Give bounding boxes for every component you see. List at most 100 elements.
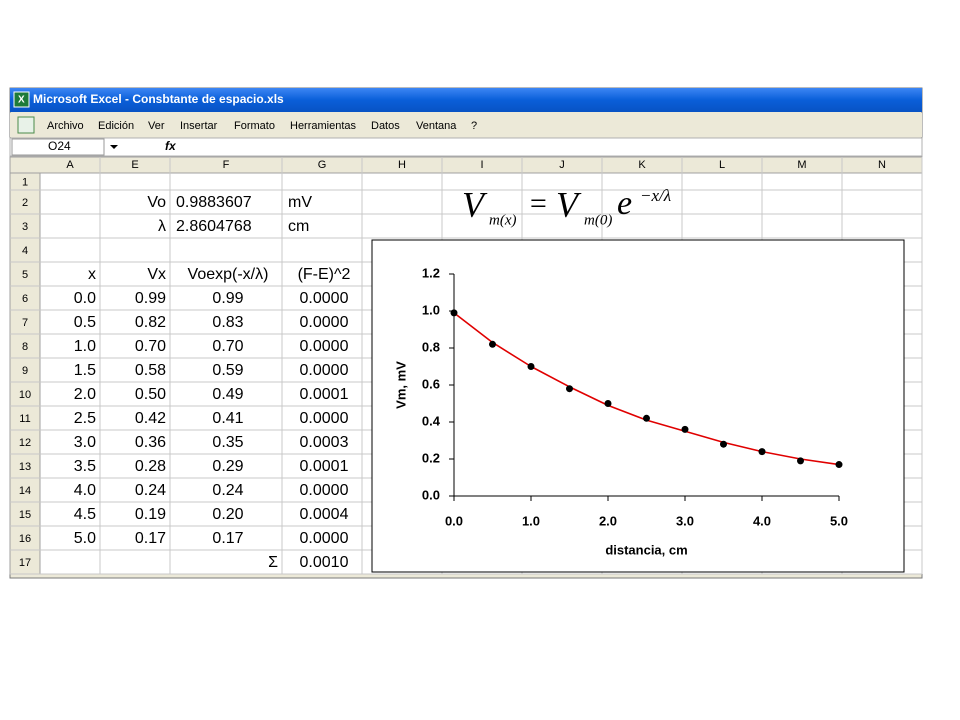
data-point [566, 385, 573, 393]
excel-icon-x: X [18, 95, 25, 106]
row-header: 8 [22, 341, 28, 353]
data-point [720, 440, 727, 448]
row-header: 1 [22, 176, 28, 188]
cell: 0.20 [212, 506, 243, 523]
cell: cm [288, 218, 309, 235]
column-header: N [878, 159, 886, 171]
data-point [835, 461, 843, 469]
cell: 0.50 [135, 386, 166, 403]
cell: 1.5 [74, 362, 96, 379]
menu-icon[interactable] [17, 116, 35, 134]
data-point [758, 448, 766, 456]
column-header: A [66, 159, 74, 171]
cell: (F-E)^2 [298, 266, 351, 283]
row-header: 17 [19, 557, 31, 569]
cell: 0.99 [135, 290, 166, 307]
cell: 0.42 [135, 410, 166, 427]
column-header-bar [9, 156, 923, 174]
row-header: 14 [19, 485, 31, 497]
x-tick-label: 3.0 [676, 513, 694, 528]
window-title: Microsoft Excel - Consbtante de espacio.… [33, 92, 284, 106]
cell: 0.0000 [300, 410, 349, 427]
cell: 0.36 [135, 434, 166, 451]
cell: 0.29 [212, 458, 243, 475]
cell: 0.35 [212, 434, 243, 451]
row-header: 9 [22, 365, 28, 377]
y-tick-label: 0.4 [422, 413, 441, 428]
cell: 0.82 [135, 314, 166, 331]
cell: mV [288, 194, 312, 211]
data-point [797, 457, 804, 465]
eq-lhs: V [462, 184, 488, 224]
title-bar [10, 88, 922, 112]
formula-bar [9, 137, 923, 157]
menu-item[interactable]: Archivo [47, 120, 84, 132]
eq-base: e [617, 185, 632, 222]
data-point [681, 425, 689, 433]
cell: 5.0 [74, 530, 96, 547]
cell: 0.41 [212, 410, 243, 427]
menu-item[interactable]: Edición [98, 120, 134, 132]
x-tick-label: 4.0 [753, 513, 771, 528]
y-tick-label: 0.2 [422, 450, 440, 465]
cell: x [88, 266, 96, 283]
eq-rhs: V [556, 184, 582, 224]
cell: 0.0004 [300, 506, 349, 523]
row-header: 3 [22, 221, 28, 233]
cell: 0.58 [135, 362, 166, 379]
cell: 0.99 [212, 290, 243, 307]
fx-button[interactable]: fx [165, 139, 177, 153]
chart: 0.0 0.2 0.4 0.6 0.8 1.0 1.2 0.0 1.0 2.0 3.0 4.0 5.0 d… [371, 239, 905, 573]
menu-item[interactable]: Ver [148, 120, 165, 132]
menu-item[interactable]: Formato [234, 120, 275, 132]
data-point [643, 414, 650, 422]
cell: 0.0000 [300, 362, 349, 379]
data-point [489, 340, 496, 348]
column-header: L [719, 159, 725, 171]
cell: 0.0000 [300, 290, 349, 307]
menu-item[interactable]: Insertar [180, 120, 218, 132]
cell: 0.5 [74, 314, 96, 331]
data-point [604, 400, 612, 407]
cell: 0.70 [135, 338, 166, 355]
cell: 0.24 [212, 482, 243, 499]
row-header: 7 [22, 317, 28, 329]
cell: 0.0003 [300, 434, 349, 451]
name-box[interactable] [11, 138, 105, 156]
menu-item[interactable]: Datos [371, 120, 400, 132]
column-header: K [638, 159, 646, 171]
row-header: 16 [19, 533, 31, 545]
menu: Archivo Edición Ver Insertar Formato Herramie… [47, 120, 477, 132]
cell: 0.83 [212, 314, 243, 331]
cell: 2.5 [74, 410, 96, 427]
column-header: I [480, 159, 483, 171]
menu-item[interactable]: Ventana [416, 120, 457, 132]
cell: Σ [268, 554, 278, 571]
cell: 2.0 [74, 386, 96, 403]
y-tick-label: 1.2 [422, 265, 440, 280]
menu-bar [10, 113, 922, 137]
cell: 4.5 [74, 506, 96, 523]
cell: 0.0000 [300, 338, 349, 355]
y-tick-label: 0.6 [422, 376, 440, 391]
eq-equals: = [528, 187, 548, 220]
menu-item[interactable]: ? [471, 120, 477, 132]
y-tick-label: 0.0 [422, 487, 440, 502]
cell: λ [158, 218, 166, 235]
cell: 0.0000 [300, 482, 349, 499]
y-tick-label: 1.0 [422, 302, 440, 317]
row-header: 13 [19, 461, 31, 473]
cell: 0.70 [212, 338, 243, 355]
cell: 1.0 [74, 338, 96, 355]
cell: 0.0010 [300, 554, 349, 571]
x-tick-label: 0.0 [445, 513, 463, 528]
name-box-dropdown[interactable] [110, 145, 118, 149]
row-header: 4 [22, 245, 28, 257]
cell: 0.49 [212, 386, 243, 403]
cell: 4.0 [74, 482, 96, 499]
y-tick-label: 0.8 [422, 339, 440, 354]
cell: 0.19 [135, 506, 166, 523]
menu-item[interactable]: Herramientas [290, 120, 357, 132]
name-box-text: O24 [48, 139, 71, 153]
cell: 2.8604768 [176, 218, 252, 235]
